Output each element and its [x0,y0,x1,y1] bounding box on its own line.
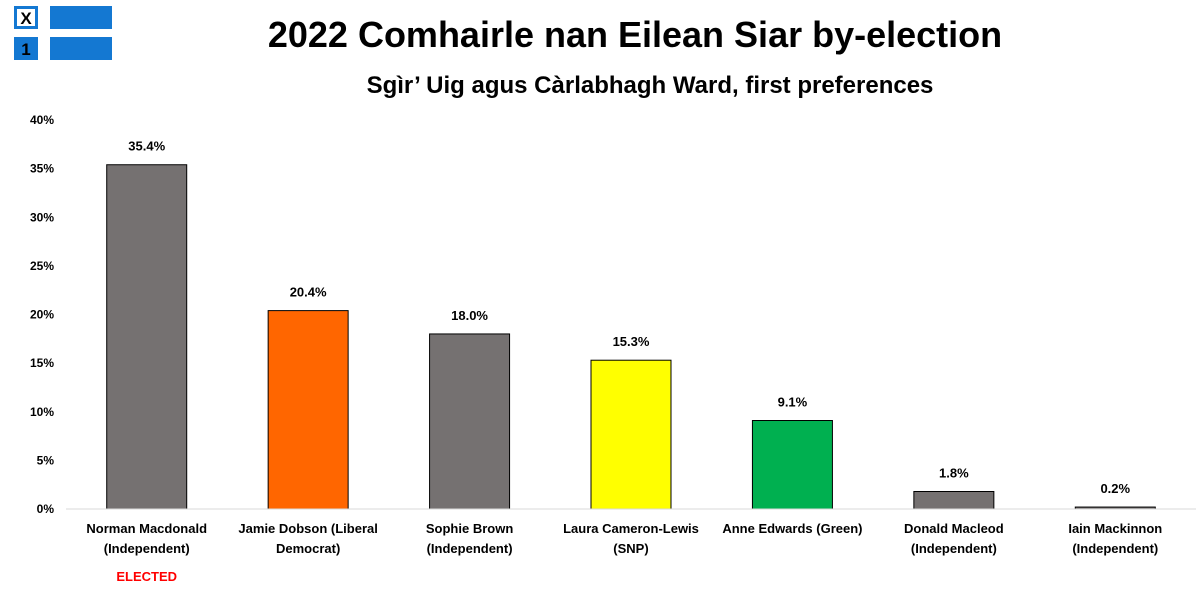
y-tick-label: 25% [30,259,54,273]
category-label: Democrat) [276,541,340,556]
y-tick-label: 15% [30,356,54,370]
elected-label: ELECTED [116,569,177,584]
y-tick-label: 35% [30,162,54,176]
bar [106,164,188,510]
y-tick-label: 5% [37,453,55,467]
y-tick-label: 30% [30,210,54,224]
data-label: 9.1% [778,395,808,410]
bar [751,420,833,510]
bar [267,310,349,510]
bars: 35.4% 20.4% 18.0% 15.3% 9.1% 1.8% 0.2% [106,139,1156,510]
y-tick-label: 20% [30,308,54,322]
category-label: Laura Cameron-Lewis [563,521,699,536]
data-label: 20.4% [290,285,327,300]
data-label: 18.0% [451,308,488,323]
category-label: (Independent) [911,541,997,556]
category-label: (Independent) [1072,541,1158,556]
bar [429,333,511,510]
category-label: Anne Edwards (Green) [722,521,862,536]
logo-bottom-text: 1 [21,40,30,59]
category-label: Donald Macleod [904,521,1004,536]
category-label: Iain Mackinnon [1068,521,1162,536]
y-tick-label: 0% [37,502,55,516]
chart-title: 2022 Comhairle nan Eilean Siar by-electi… [267,14,1003,55]
y-axis: 0% 5% 10% 15% 20% 25% 30% 35% 40% [30,113,54,516]
y-tick-label: 10% [30,405,54,419]
category-label: Sophie Brown [426,521,513,536]
category-label: Norman Macdonald [86,521,207,536]
data-label: 0.2% [1100,481,1130,496]
x-axis: Norman Macdonald (Independent) ELECTED Jami… [66,508,1196,584]
bar [590,359,672,510]
data-label: 1.8% [939,465,969,480]
category-label: (Independent) [427,541,513,556]
data-label: 35.4% [128,139,165,154]
ballot-logo-icon: X 1 [14,6,112,60]
category-label: Jamie Dobson (Liberal [238,521,377,536]
y-tick-label: 40% [30,113,54,127]
data-label: 15.3% [613,334,650,349]
chart-subtitle: Sgìr’ Uig agus Càrlabhagh Ward, first pr… [366,72,934,99]
category-label: (Independent) [104,541,190,556]
category-label: (SNP) [613,541,648,556]
logo-top-text: X [20,9,32,28]
bar [913,490,995,510]
